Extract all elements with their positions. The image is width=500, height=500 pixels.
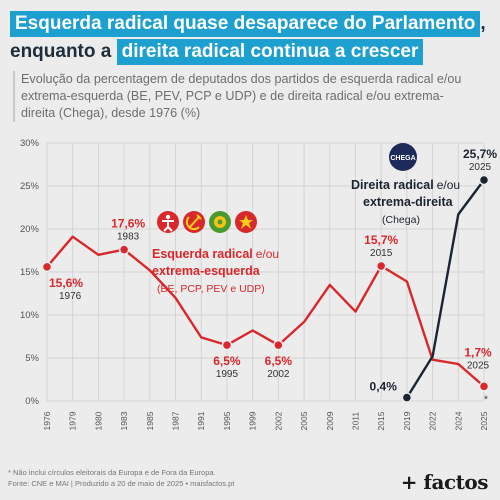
x-tick-label: 2005 <box>299 411 309 430</box>
x-axis-ticks: 1976 1979 1980 1983 1985 1987 1991 1995 1999 2002… <box>42 411 489 430</box>
footnote-source: Fonte: CNE e MAI | Produzido a 20 de mai… <box>8 479 235 488</box>
x-tick-label: 2025 <box>479 411 489 430</box>
left-value-label: 1,7% <box>464 345 492 359</box>
x-tick-label: 2024 <box>453 411 463 430</box>
right-year-label: 2025 <box>469 162 492 173</box>
left-point <box>41 261 53 273</box>
y-tick-label: 0% <box>25 396 39 407</box>
right-legend-line2: extrema-direita <box>363 195 454 209</box>
title-line-2: enquanto a direita radical continua a cr… <box>10 39 424 65</box>
left-year-label: 2015 <box>370 248 393 259</box>
highlight-points <box>41 174 490 403</box>
left-value-label: 17,6% <box>111 217 145 231</box>
x-tick-label: 1995 <box>222 411 232 430</box>
chega-logo-text: CHEGA <box>390 155 415 162</box>
title-prefix: enquanto a <box>10 41 112 62</box>
right-value-label: 0,4% <box>370 380 398 394</box>
x-tick-label: 2019 <box>402 411 412 430</box>
left-value-label: 15,6% <box>49 276 83 290</box>
y-axis-ticks: 0% 5% 10% 15% 20% 25% 30% <box>20 138 40 407</box>
right-value-label: 25,7% <box>463 147 497 161</box>
left-legend-parties: (BE, PCP, PEV e UDP) <box>157 283 265 295</box>
left-value-label: 6,5% <box>265 354 293 368</box>
title-highlight-1: Esquerda radical quase desaparece do Par… <box>10 11 481 37</box>
right-legend-parties: (Chega) <box>382 214 420 226</box>
y-tick-label: 5% <box>25 353 39 364</box>
left-point <box>221 339 233 351</box>
footnote-note: * Não inclui círculos eleitorais da Euro… <box>8 468 216 477</box>
left-value-label: 15,7% <box>364 233 398 247</box>
left-point <box>478 381 490 392</box>
right-legend-normal: e/ou <box>437 178 460 192</box>
x-tick-label: 1985 <box>145 411 155 430</box>
x-tick-label: 2011 <box>350 412 360 431</box>
x-tick-label: 1983 <box>119 411 129 430</box>
right-legend-bold: Direita radical <box>351 178 434 192</box>
left-point <box>273 339 284 351</box>
right-series-line <box>405 178 486 399</box>
left-point <box>118 244 130 255</box>
y-tick-label: 30% <box>20 138 40 149</box>
x-tick-label: 1987 <box>171 411 181 430</box>
y-tick-label: 25% <box>20 181 40 192</box>
y-tick-label: 10% <box>20 310 40 321</box>
x-tick-label: 1976 <box>42 411 52 430</box>
title-line-1: Esquerda radical quase desaparece do Par… <box>10 11 486 37</box>
chega-party-icon: CHEGA <box>389 143 417 171</box>
title-comma: , <box>480 13 486 34</box>
left-year-label: 2025 <box>467 360 490 371</box>
x-tick-label: 1999 <box>248 411 258 430</box>
x-tick-label: 2022 <box>428 411 438 430</box>
left-point <box>375 260 387 272</box>
left-year-label: 2002 <box>267 369 290 380</box>
x-tick-label: 2009 <box>325 411 335 430</box>
title-highlight-2: direita radical continua a crescer <box>116 39 424 65</box>
x-tick-label: 1979 <box>68 411 78 430</box>
left-legend-line2: extrema-esquerda <box>152 264 261 278</box>
be-party-icon <box>157 211 179 233</box>
year-marker: * <box>484 394 488 405</box>
chart-grid <box>46 142 485 402</box>
left-year-label: 1976 <box>59 291 82 302</box>
x-tick-label: 1991 <box>196 411 206 430</box>
pcp-party-icon <box>183 211 205 233</box>
data-labels: 15,6%197617,6%19836,5%19956,5%200215,7%2… <box>49 147 497 405</box>
left-value-label: 6,5% <box>213 354 241 368</box>
udp-party-icon <box>235 211 257 233</box>
pev-party-icon <box>209 211 231 233</box>
left-legend-normal: e/ou <box>256 247 279 261</box>
brand-logo: + factos <box>400 470 489 494</box>
x-tick-label: 2015 <box>376 411 386 430</box>
x-tick-label: 2002 <box>273 411 283 430</box>
left-series-legend: Esquerda radical e/ou extrema-esquerda (B… <box>152 247 279 295</box>
right-point <box>478 174 490 186</box>
right-point <box>401 392 413 403</box>
left-year-label: 1995 <box>216 369 239 380</box>
left-year-label: 1983 <box>117 232 140 243</box>
y-tick-label: 20% <box>20 224 40 235</box>
y-tick-label: 15% <box>20 267 40 278</box>
x-tick-label: 1980 <box>93 411 103 430</box>
chart-subtitle: Evolução da percentagem de deputados dos… <box>13 71 478 122</box>
left-legend-bold: Esquerda radical <box>152 247 253 261</box>
right-series-legend: Direita radical e/ou extrema-direita (Che… <box>351 178 460 226</box>
